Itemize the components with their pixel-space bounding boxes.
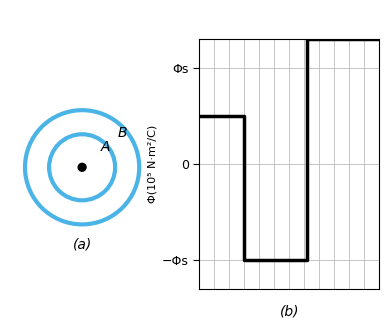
- Text: (b): (b): [280, 304, 299, 318]
- Text: B: B: [117, 126, 127, 140]
- Text: A: A: [101, 140, 111, 154]
- Circle shape: [78, 163, 86, 171]
- Y-axis label: Φ(10⁵ N·m²/C): Φ(10⁵ N·m²/C): [148, 125, 158, 203]
- Text: (a): (a): [72, 237, 92, 251]
